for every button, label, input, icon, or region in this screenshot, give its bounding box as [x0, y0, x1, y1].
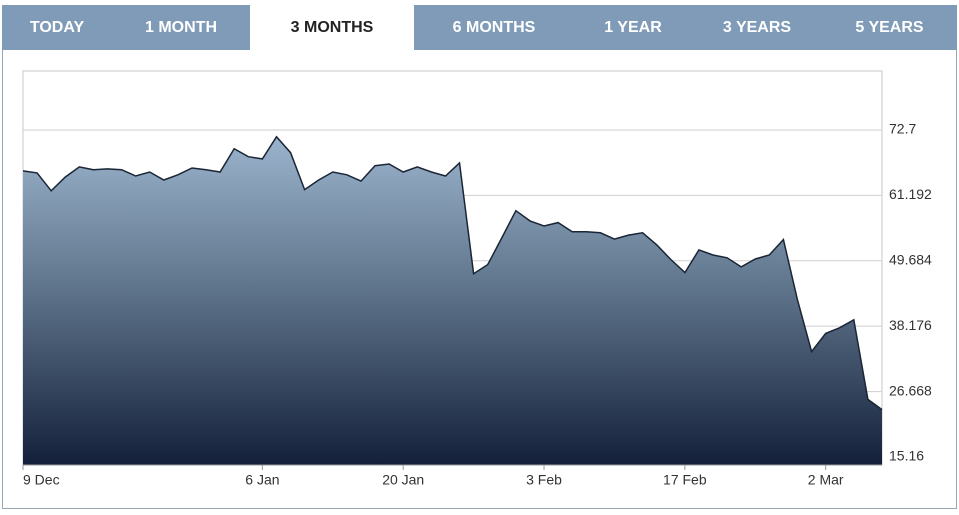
x-tick-label: 17 Feb [663, 472, 707, 488]
line [22, 135, 883, 411]
x-tick-label: 20 Jan [382, 472, 424, 488]
x-tick-label: 6 Jan [245, 472, 279, 488]
tab[interactable]: 5 YEARS [855, 19, 924, 36]
y-tick-label: 61.192 [889, 186, 932, 202]
area [23, 136, 882, 466]
x-tick-label: 3 Feb [526, 472, 562, 488]
y-tick-label: 49.684 [889, 251, 932, 267]
tab[interactable]: 1 MONTH [145, 19, 217, 36]
tab[interactable]: 1 YEAR [604, 19, 662, 36]
tab[interactable]: 3 YEARS [722, 19, 792, 36]
tab[interactable]: 3 MONTHS [250, 5, 414, 51]
tab[interactable]: TODAY [29, 19, 85, 36]
chart-panel [2, 50, 957, 509]
y-tick-label: 15.16 [889, 448, 924, 464]
y-tick-label: 26.668 [889, 382, 932, 398]
x-tick-label: 9 Dec [23, 472, 60, 488]
tab-bar: TODAY 1 MONTH 3 MONTHS 6 MONTHS 1 YEAR 3 YEAR… [2, 5, 957, 51]
y-tick-label: 38.176 [889, 317, 932, 333]
tab[interactable]: 6 MONTHS [452, 19, 536, 36]
x-tick-label: 2 Mar [808, 472, 844, 488]
y-tick-label: 72.7 [889, 121, 916, 137]
